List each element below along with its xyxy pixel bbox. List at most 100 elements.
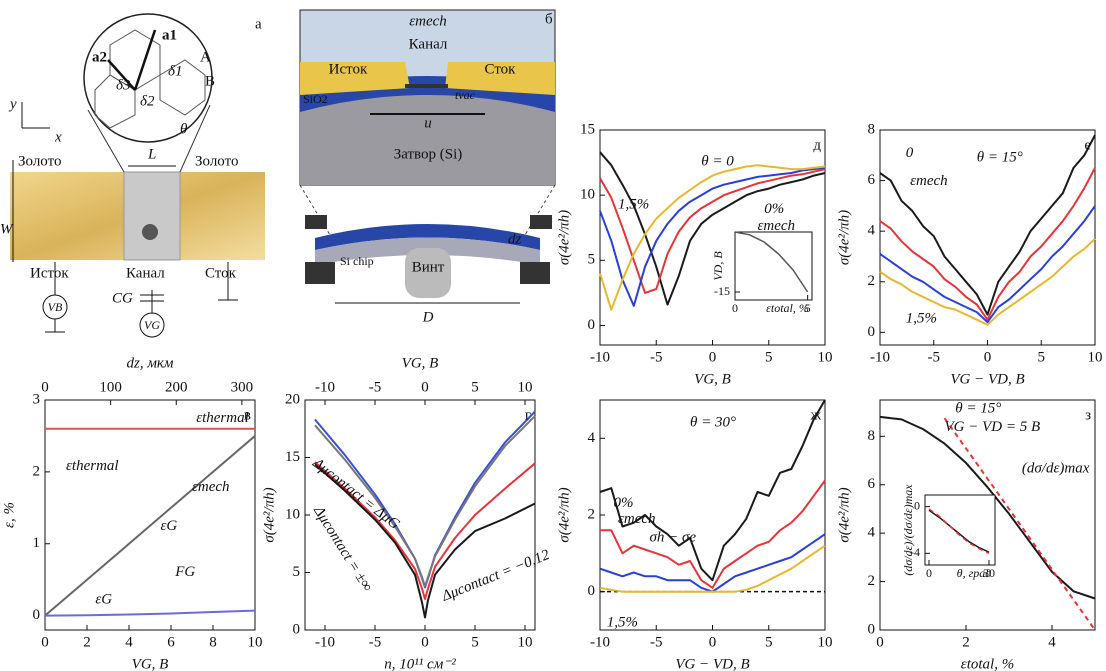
x2-tick-label: -5 <box>369 379 382 395</box>
annotation: 1,5% <box>607 615 638 631</box>
graphene <box>405 84 448 88</box>
x2-tick-label: 200 <box>165 379 188 395</box>
label: Сток <box>205 265 237 281</box>
x2-tick-label: 300 <box>231 379 254 395</box>
annotation: εG <box>161 518 178 534</box>
x-tick-label: -5 <box>650 349 663 365</box>
x2-tick-label: 10 <box>518 379 533 395</box>
label: D <box>422 309 434 325</box>
clamp <box>520 262 550 284</box>
y-axis-label: (dσ/dε)/(dσ/dε)max <box>901 484 915 576</box>
label: L <box>147 146 156 162</box>
y-tick-label: 1 <box>33 535 41 551</box>
y-tick-label: 20 <box>285 391 300 407</box>
x-tick-label: 2 <box>962 634 970 650</box>
x-tick-label: 4 <box>125 634 133 650</box>
x-tick-label: 10 <box>248 634 263 650</box>
panel-label: д <box>813 137 821 153</box>
y-tick-label: 4 <box>868 525 876 541</box>
y-tick-label: 8 <box>868 428 876 444</box>
x-tick-label: 5 <box>765 349 773 365</box>
clamp <box>305 262 335 284</box>
x-tick-label: 0 <box>709 634 717 650</box>
diagram-b: б εmech Канал Исток Сток SiO2 tvac u Зат… <box>300 10 555 325</box>
label: Si chip <box>340 254 374 268</box>
x-axis-label: θ, град <box>957 566 992 580</box>
y-tick-label: 0 <box>588 583 596 599</box>
y-tick-label: 0 <box>868 324 876 340</box>
y-tick-label: 10 <box>285 506 300 522</box>
x-tick-label: 0 <box>926 566 932 580</box>
label: δ2 <box>140 93 155 109</box>
x-tick-label: -10 <box>590 634 610 650</box>
x-tick-label: 10 <box>518 634 533 650</box>
y-tick-label: 15 <box>285 449 300 465</box>
y-tick-label: 6 <box>868 172 876 188</box>
y-tick-label: 10 <box>580 187 595 203</box>
x-tick-label: 10 <box>1088 349 1103 365</box>
x-tick-label: 6 <box>167 634 175 650</box>
x-tick-label: 5 <box>765 634 773 650</box>
panel-label: б <box>545 11 553 27</box>
x2-axis-label: dz, мкм <box>127 355 174 371</box>
clamp <box>305 215 327 229</box>
label: εmech <box>409 13 447 29</box>
x2-tick-label: 0 <box>41 379 49 395</box>
plot-frame <box>45 400 255 630</box>
annotation: (dσ/dε)max <box>1022 460 1090 476</box>
channel <box>124 172 180 260</box>
y-tick-label: 15 <box>580 121 595 137</box>
y-tick-label: 6 <box>868 476 876 492</box>
x-tick-label: 10 <box>818 634 833 650</box>
label: CG <box>112 290 133 306</box>
label: Затвор (Si) <box>394 146 463 162</box>
label: Винт <box>412 259 445 275</box>
label: Исток <box>30 265 69 281</box>
label: VB <box>48 300 63 314</box>
x-tick-label: 0 <box>732 301 738 315</box>
annotation: σh − σe <box>650 529 697 545</box>
annotation: θ = 15° <box>977 149 1023 165</box>
label: Золото <box>18 153 61 169</box>
label: u <box>424 115 432 131</box>
x-axis-label: εtotal, % <box>961 656 1014 671</box>
y-tick-label: 8 <box>868 121 876 137</box>
x2-tick-label: 5 <box>471 379 479 395</box>
x-tick-label: 2 <box>83 634 91 650</box>
x-tick-label: 8 <box>209 634 217 650</box>
y-tick-label: 0 <box>588 317 596 333</box>
annotation: 0% <box>614 495 634 511</box>
x-tick-label: -10 <box>590 349 610 365</box>
label: VG <box>144 318 160 332</box>
label: a2 <box>92 49 107 65</box>
annotation: θ = 30° <box>690 414 736 430</box>
x-tick-label: 10 <box>818 349 833 365</box>
annotation: 1,5% <box>906 311 937 327</box>
label: dz <box>508 231 522 247</box>
panel-label: г <box>525 407 531 423</box>
x-tick-label: -10 <box>870 349 890 365</box>
x2-tick-label: -10 <box>315 379 335 395</box>
y-axis-label: σ(4e²/πh) <box>836 487 852 542</box>
y-tick-label: 5 <box>293 564 301 580</box>
label: Исток <box>329 61 368 77</box>
x-tick-label: -5 <box>369 634 382 650</box>
y-tick-label: 2 <box>588 506 596 522</box>
y-tick-label: 4 <box>588 430 596 446</box>
y-tick-label: 2 <box>33 463 41 479</box>
y-axis-label: σ(4e²/πh) <box>261 487 277 542</box>
inset-frame <box>925 495 995 565</box>
annotation: θ = 0 <box>701 154 734 170</box>
y-tick-label: 0 <box>33 607 41 623</box>
label: δ1 <box>168 63 182 79</box>
x2-axis-label: VG, В <box>402 355 439 371</box>
y-tick-label: 0 <box>914 498 920 512</box>
annotation: εmech <box>192 479 230 495</box>
label: Канал <box>126 265 165 281</box>
x2-tick-label: 0 <box>421 379 429 395</box>
label: B <box>205 73 215 89</box>
annotation: 0% <box>764 201 784 217</box>
annotation: εthermal <box>66 458 119 474</box>
annotation: 0 <box>906 145 914 161</box>
panel-label: з <box>1085 407 1091 423</box>
